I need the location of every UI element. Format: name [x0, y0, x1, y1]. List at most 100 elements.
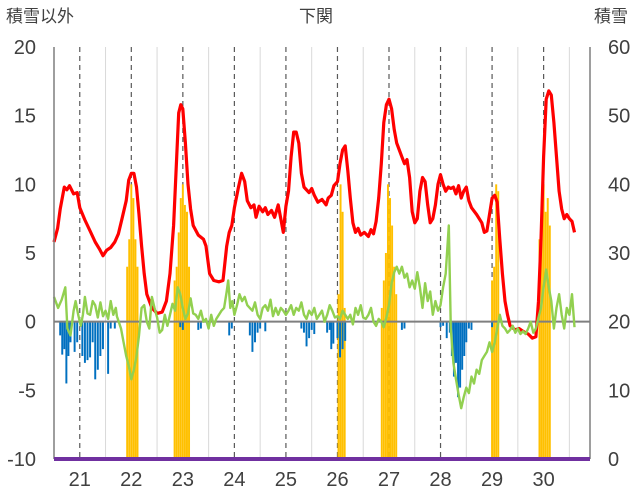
snow-depth-bar [382, 280, 385, 459]
precip-bar [445, 321, 448, 339]
precip-bar [330, 321, 333, 350]
x-tick-label: 21 [69, 469, 91, 491]
precip-bar [94, 321, 97, 380]
precip-bar [259, 321, 262, 329]
precip-bar [300, 321, 303, 329]
left-tick-label: 20 [14, 37, 36, 59]
precip-bar [59, 321, 62, 336]
x-tick-label: 28 [429, 469, 451, 491]
precip-bar [251, 321, 254, 352]
precip-bar [73, 321, 76, 352]
snow-depth-bar [389, 198, 392, 460]
right-tick-label: 50 [608, 106, 630, 128]
precip-bar [302, 321, 305, 333]
left-axis-label: 積雪以外 [6, 7, 74, 27]
precip-bar [457, 321, 460, 398]
precip-bar [459, 321, 462, 388]
precip-bar [467, 321, 470, 329]
precip-bar [461, 321, 464, 370]
precip-bar [89, 321, 92, 358]
left-tick-label: 10 [14, 174, 36, 196]
precip-bar [76, 321, 79, 343]
snow-depth-bar [380, 307, 383, 459]
precip-bar [109, 321, 112, 329]
snow-depth-bar [185, 211, 188, 459]
precip-bar [326, 321, 329, 333]
precip-bar [254, 321, 256, 343]
precip-bar [455, 321, 457, 363]
snow-depth-bar [393, 266, 396, 459]
snow-depth-bar [384, 253, 387, 459]
snow-depth-bar [134, 239, 137, 459]
precip-bar [101, 321, 104, 350]
precip-bar [91, 321, 94, 343]
precip-bar [465, 321, 468, 343]
precip-bar [308, 321, 311, 339]
precip-bar [264, 321, 267, 332]
precip-bar [491, 321, 494, 328]
precip-bar [230, 321, 233, 329]
right-tick-label: 40 [608, 174, 630, 196]
snow-depth-bar [183, 204, 186, 459]
snow-depth-bar [188, 266, 191, 459]
precip-bar [63, 321, 66, 350]
precip-bar [107, 321, 110, 374]
chart-title: 下関 [299, 7, 333, 27]
snow-depth-bar [540, 211, 543, 459]
snow-depth-bar [132, 198, 135, 460]
precip-bar [61, 321, 64, 355]
right-tick-label: 0 [608, 449, 619, 471]
left-tick-label: -10 [7, 449, 36, 471]
precip-bar [228, 321, 231, 336]
left-tick-label: 0 [25, 312, 36, 334]
x-tick-label: 23 [172, 469, 194, 491]
snow-depth-bar [493, 266, 496, 459]
snow-depth-bar [546, 198, 549, 460]
precip-bar [113, 321, 116, 329]
precip-bar [328, 321, 331, 330]
x-tick-label: 24 [223, 469, 245, 491]
precip-bar [96, 321, 99, 370]
precip-bar [197, 321, 200, 330]
left-tick-label: 15 [14, 106, 36, 128]
precip-bar [199, 321, 202, 329]
snow-depth-bar [544, 211, 547, 459]
plot-area [52, 47, 590, 460]
precip-bar [341, 321, 344, 350]
snow-depth-bar [343, 307, 346, 459]
precip-bar [332, 321, 335, 344]
right-tick-label: 20 [608, 312, 630, 334]
precip-bar [439, 321, 442, 328]
right-tick-label: 10 [608, 380, 630, 402]
snow-depth-bar [175, 266, 178, 459]
precip-bar [313, 321, 316, 335]
snow-depth-bar [179, 198, 182, 460]
snow-depth-bar [177, 232, 180, 459]
snow-depth-bar [548, 225, 551, 459]
x-tick-label: 29 [481, 469, 503, 491]
x-tick-label: 27 [378, 469, 400, 491]
green-series-line [52, 224, 576, 410]
precip-bar [67, 321, 70, 356]
snow-depth-bar [173, 280, 176, 459]
precip-bar [344, 321, 347, 341]
precip-bar [99, 321, 102, 356]
precip-bar [81, 321, 84, 356]
precip-bar [470, 321, 473, 330]
precip-bar [442, 321, 445, 326]
precip-bar [305, 321, 308, 347]
left-tick-label: 5 [25, 243, 36, 265]
right-tick-label: 60 [608, 37, 630, 59]
precip-bar [403, 321, 406, 329]
snow-depth-bar [491, 280, 494, 459]
right-axis-label: 積雪 [594, 7, 628, 27]
precip-bar [86, 321, 89, 361]
x-tick-label: 22 [120, 469, 142, 491]
precip-bar [248, 321, 251, 336]
precip-bar [463, 321, 466, 356]
precip-bar [179, 321, 182, 328]
snow-depth-bar [128, 239, 131, 459]
precip-bar [336, 321, 339, 339]
